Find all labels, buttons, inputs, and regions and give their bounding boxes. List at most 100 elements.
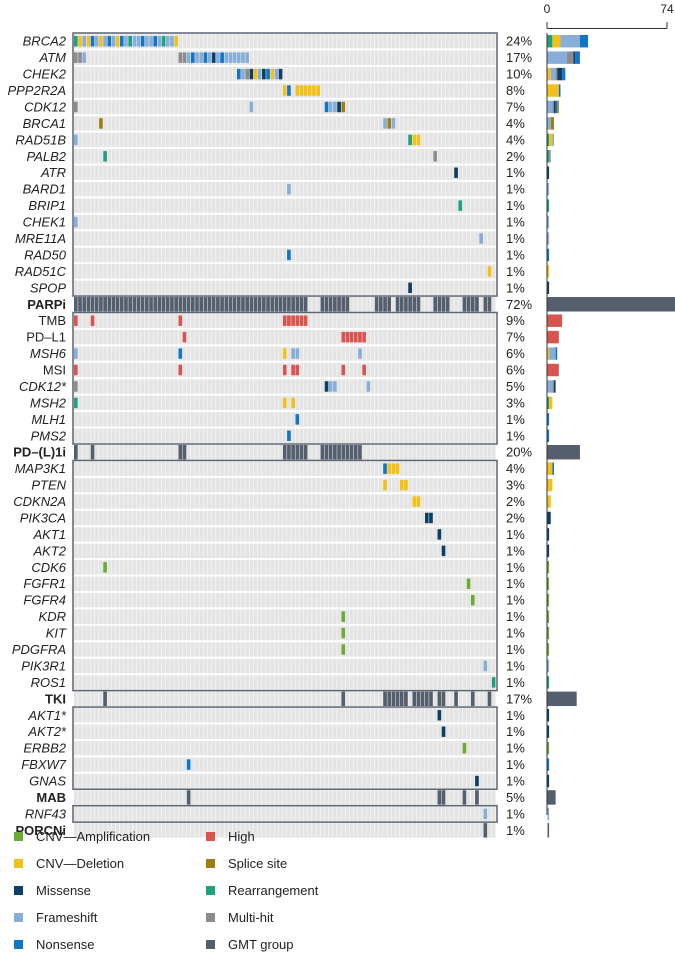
background-cell [458, 477, 463, 493]
background-cell [174, 181, 178, 197]
background-cell [404, 181, 408, 197]
background-cell [458, 34, 463, 49]
background-cell [211, 395, 216, 411]
background-cell [236, 214, 241, 230]
background-cell [362, 34, 366, 49]
background-cell [224, 379, 229, 394]
background-cell [119, 362, 124, 378]
background-cell [404, 740, 408, 756]
background-cell [479, 461, 483, 476]
background-cell [337, 740, 341, 756]
background-cell [140, 198, 145, 213]
background-cell [132, 543, 137, 559]
background-cell [170, 313, 174, 328]
background-cell [374, 708, 379, 723]
background-cell [395, 708, 400, 723]
background-cell [266, 264, 270, 279]
background-cell [266, 379, 270, 394]
background-cell [374, 592, 379, 608]
background-cell [479, 346, 483, 361]
background-cell [324, 50, 329, 65]
background-cell [479, 313, 483, 328]
background-cell [353, 576, 358, 591]
background-cell [86, 691, 91, 707]
background-cell [412, 477, 417, 493]
background-cell [111, 724, 116, 739]
group-cell [124, 297, 128, 312]
background-cell [182, 149, 187, 164]
background-cell [445, 428, 450, 443]
background-cell [316, 264, 321, 279]
background-cell [86, 280, 91, 296]
background-cell [157, 724, 162, 739]
background-cell [391, 494, 396, 509]
background-cell [475, 214, 479, 230]
background-cell [274, 99, 279, 115]
background-cell [291, 477, 295, 493]
background-cell [153, 428, 158, 443]
background-cell [253, 132, 258, 148]
background-cell [320, 231, 325, 246]
background-cell [86, 527, 91, 542]
background-cell [475, 740, 479, 756]
background-cell [337, 560, 341, 575]
background-cell [487, 395, 492, 411]
background-cell [266, 477, 270, 493]
background-cell [445, 477, 450, 493]
background-cell [199, 66, 204, 82]
background-cell [491, 658, 496, 674]
background-cell [270, 675, 275, 690]
background-cell [111, 477, 116, 493]
background-cell [475, 576, 479, 591]
background-cell [211, 675, 216, 690]
background-cell [86, 231, 91, 246]
background-cell [291, 198, 295, 213]
background-cell [379, 527, 383, 542]
background-cell [450, 740, 454, 756]
background-cell [170, 346, 174, 361]
background-cell [483, 313, 488, 328]
background-cell [454, 66, 458, 82]
group-cell [174, 297, 178, 312]
background-cell [395, 625, 400, 641]
background-cell [416, 313, 421, 328]
background-cell [287, 231, 291, 246]
background-cell [337, 592, 341, 608]
background-cell [291, 181, 295, 197]
count-bar-segment [547, 396, 550, 410]
background-cell [391, 757, 396, 772]
background-cell [82, 165, 87, 180]
background-cell [328, 461, 333, 476]
background-cell [445, 132, 450, 148]
background-cell [420, 658, 425, 674]
background-cell [253, 346, 258, 361]
background-cell [441, 576, 446, 591]
background-cell [391, 149, 396, 164]
background-cell [483, 724, 488, 739]
alteration-cell [395, 463, 400, 474]
background-cell [295, 66, 300, 82]
alteration-cell [245, 52, 249, 63]
background-cell [424, 99, 429, 115]
background-cell [479, 757, 483, 772]
background-cell [324, 543, 329, 559]
background-cell [74, 198, 78, 213]
background-cell [199, 34, 204, 49]
background-cell [278, 428, 283, 443]
background-cell [450, 625, 454, 641]
background-cell [253, 428, 258, 443]
background-cell [450, 691, 454, 707]
background-cell [370, 708, 375, 723]
background-cell [282, 708, 287, 723]
background-cell [174, 66, 178, 82]
background-cell [174, 165, 178, 180]
background-cell [337, 231, 341, 246]
background-cell [207, 510, 212, 526]
alteration-cell [74, 36, 78, 47]
alteration-cell [462, 742, 467, 754]
background-cell [458, 214, 463, 230]
background-cell [441, 198, 446, 213]
background-cell [107, 362, 112, 378]
background-cell [236, 165, 241, 180]
background-cell [450, 543, 454, 559]
